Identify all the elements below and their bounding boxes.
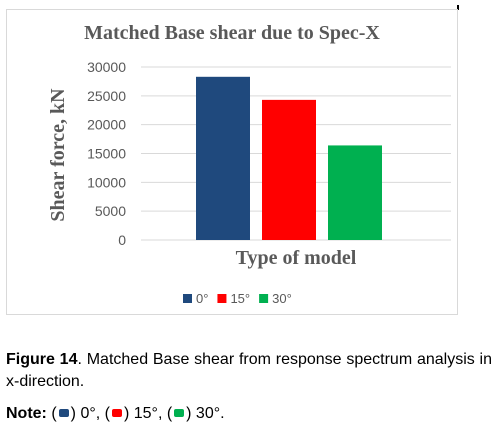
legend-swatch-1 (217, 294, 227, 303)
corner-mark (457, 5, 459, 10)
figure-caption: Figure 14. Matched Base shear from respo… (6, 349, 492, 393)
legend-label-0: 0° (196, 291, 208, 306)
y-tick-label-5: 25000 (87, 88, 126, 104)
note-text-0: ) 0°, ( (70, 405, 110, 422)
bar-1 (262, 99, 316, 241)
note-swatch-1 (111, 409, 122, 417)
bar-2 (328, 145, 382, 240)
chart-frame: Matched Base shear due to Spec-X 0 5000 10… (6, 9, 458, 315)
note-text-2: ) 30°. (186, 405, 225, 422)
figure-note: Note: ( ) 0°, ( ) 15°, ( ) 30°. (6, 404, 225, 424)
chart-plot: 0 5000 10000 15000 20000 25000 30000 Shear forc… (47, 59, 451, 306)
legend-swatch-2 (259, 294, 269, 303)
legend-label-1: 15° (230, 291, 250, 306)
note-open: ( (51, 405, 57, 422)
x-axis-label: Type of model (236, 247, 357, 269)
legend-swatch-0 (183, 294, 192, 303)
y-tick-label-3: 15000 (87, 146, 126, 162)
bar-0 (196, 76, 250, 240)
legend-label-2: 30° (272, 291, 292, 306)
note-label: Note: (6, 405, 47, 422)
y-axis-label: Shear force, kN (47, 88, 69, 222)
y-tick-label-0: 0 (118, 232, 126, 248)
figure-label: Figure 14 (6, 351, 78, 368)
y-tick-label-2: 10000 (87, 174, 126, 190)
note-swatch-0 (58, 409, 69, 417)
note-text-1: ) 15°, ( (123, 405, 173, 422)
chart-title: Matched Base shear due to Spec-X (84, 22, 380, 44)
note-swatch-2 (174, 409, 185, 417)
y-tick-label-4: 20000 (87, 117, 126, 133)
y-tick-label-1: 5000 (95, 203, 126, 219)
y-tick-label-6: 30000 (87, 59, 126, 75)
figure-caption-text: . Matched Base shear from response spect… (6, 351, 492, 390)
